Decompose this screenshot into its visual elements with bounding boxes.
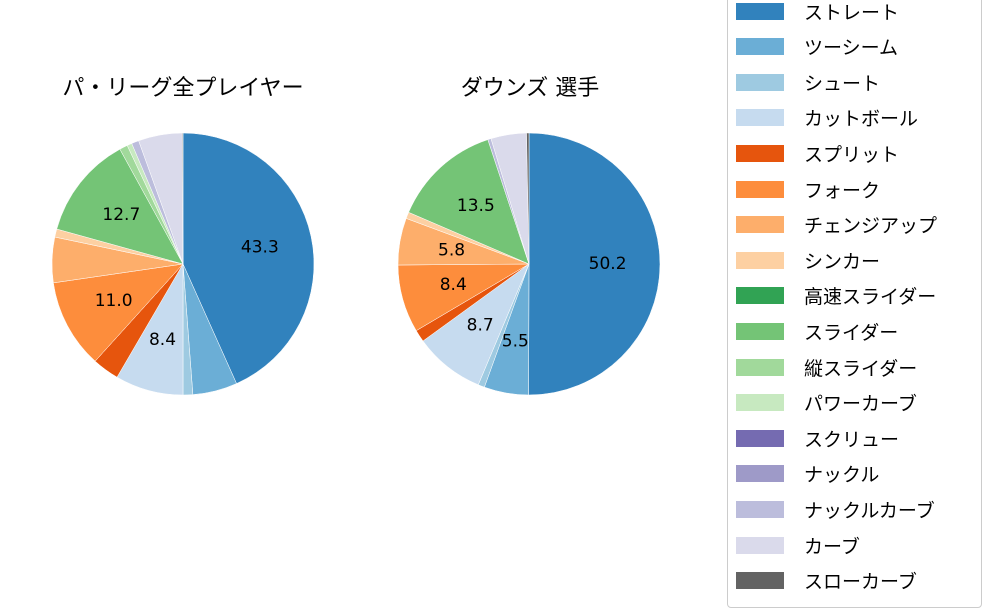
pie-slice [182, 132, 315, 384]
legend-swatch [736, 73, 784, 91]
legend-label: カットボール [804, 108, 919, 131]
legend-label: ナックル [804, 464, 880, 487]
legend-item: チェンジアップ [736, 213, 937, 237]
slice-value-label: 50.2 [589, 254, 627, 274]
legend-item: シンカー [736, 248, 881, 273]
legend-swatch [736, 358, 784, 376]
legend-swatch [736, 500, 784, 518]
legend-swatch [736, 287, 784, 305]
legend-swatch [736, 465, 784, 483]
legend-item: ツーシーム [736, 35, 898, 59]
slice-value-label: 5.5 [502, 331, 529, 351]
legend-label: 高速スライダー [804, 286, 937, 309]
slice-value-label: 8.7 [467, 316, 494, 336]
legend-swatch [736, 322, 784, 340]
legend-item: カーブ [736, 533, 860, 558]
slice-value-label: 5.8 [438, 240, 465, 260]
legend-swatch [736, 429, 784, 447]
legend-swatch [736, 109, 784, 127]
legend-label: シンカー [804, 250, 881, 273]
legend-swatch [736, 536, 784, 554]
legend-swatch [736, 2, 784, 20]
legend-label: チェンジアップ [804, 215, 938, 238]
pie-slice [53, 263, 184, 362]
legend-item: シュート [736, 70, 881, 95]
slice-value-label: 8.4 [149, 330, 176, 350]
legend-label: パワーカーブ [804, 393, 917, 416]
legend-item: カットボール [736, 106, 918, 130]
legend-item: ナックルカーブ [736, 497, 935, 522]
slice-value-label: 11.0 [95, 291, 133, 311]
legend-label: 縦スライダー [804, 357, 918, 380]
legend-label: ストレート [804, 1, 900, 24]
pie-slice [56, 148, 184, 265]
legend-label: スクリュー [804, 428, 900, 451]
pie-slice [408, 139, 530, 265]
legend-label: シュート [804, 72, 881, 95]
legend-swatch [736, 572, 784, 590]
legend-label: ツーシーム [804, 37, 899, 60]
legend-item: 高速スライダー [736, 284, 936, 308]
legend-label: カーブ [804, 535, 860, 558]
legend-swatch [736, 216, 784, 234]
legend-item: 縦スライダー [736, 355, 918, 380]
legend-swatch [736, 38, 784, 56]
legend-item: フォーク [736, 177, 881, 202]
right-pie-title: ダウンズ 選手 [460, 76, 600, 101]
legend-item: パワーカーブ [736, 391, 917, 415]
legend-item: ストレート [736, 0, 900, 24]
left-pie-title: パ・リーグ全プレイヤー [62, 76, 304, 101]
legend-label: フォーク [804, 179, 881, 202]
right-pie: 50.2 5.5 8.7 8.4 5.8 13.5 [397, 132, 661, 396]
slice-value-label: 12.7 [102, 205, 140, 225]
legend-label: スプリット [804, 143, 900, 166]
pie-slice [528, 132, 661, 396]
slice-value-label: 13.5 [457, 196, 495, 216]
legend-swatch [736, 144, 784, 162]
slice-value-label: 8.4 [440, 275, 467, 295]
slice-value-label: 43.3 [241, 238, 279, 258]
legend-item: スクリュー [736, 426, 900, 451]
left-pie: 43.3 8.4 11.0 12.7 [51, 132, 315, 396]
pie-slice [526, 132, 530, 265]
pie-slice [181, 132, 184, 265]
legend-item: スプリット [736, 141, 900, 166]
legend: ストレートツーシームシュートカットボール スプリットフォークチェンジアップ シンカー… [727, 0, 982, 608]
legend-item: ナックル [736, 462, 879, 486]
legend-swatch [736, 180, 784, 198]
legend-label: スライダー [804, 321, 899, 344]
legend-item: スローカーブ [736, 569, 917, 593]
legend-swatch [736, 251, 784, 269]
legend-item: スライダー [736, 319, 899, 344]
legend-swatch [736, 394, 784, 412]
legend-label: ナックルカーブ [804, 499, 935, 522]
legend-label: スローカーブ [804, 571, 917, 594]
